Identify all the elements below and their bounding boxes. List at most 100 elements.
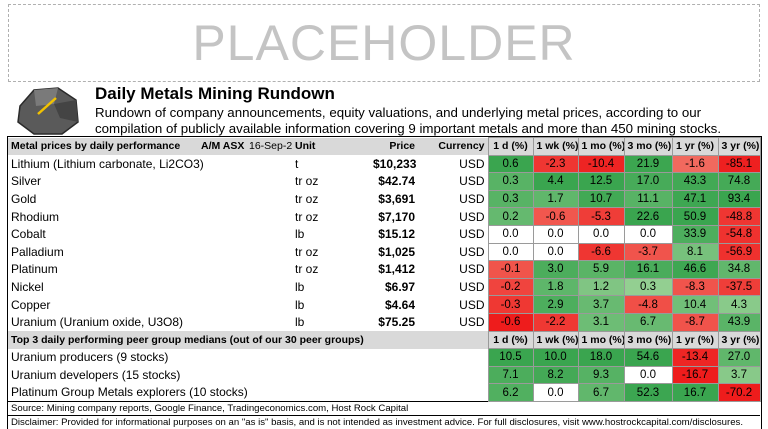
pct-change: 43.3	[671, 172, 719, 191]
pct-change: -5.3	[577, 207, 625, 226]
unit: tr oz	[295, 192, 319, 207]
unit: tr oz	[295, 209, 319, 224]
pct-change: 2.9	[532, 295, 579, 314]
column-header: 3 yr (%)	[717, 137, 761, 156]
pct-change: -2.2	[532, 312, 579, 332]
price: $10,233	[373, 156, 417, 171]
peer-group: Uranium producers (9 stocks)	[11, 350, 169, 365]
logo-icon	[17, 87, 79, 135]
column-header: 1 d (%)	[487, 137, 534, 156]
column-header: 1 mo (%)	[577, 330, 625, 350]
pct-change: 0.0	[623, 365, 673, 385]
table-row: Copper lb $4.64 USD -0.3 2.9 3.7 -4.8 10.4 4.3	[8, 295, 761, 314]
pct-change: -54.8	[717, 224, 761, 244]
price: $4.64	[384, 297, 415, 312]
pct-change: -0.1	[487, 260, 534, 279]
currency: USD	[459, 156, 485, 171]
placeholder: PLACEHOLDER	[8, 4, 760, 82]
pct-change: 5.9	[577, 260, 625, 279]
price: $15.12	[378, 227, 415, 242]
pct-change: 10.0	[532, 348, 579, 367]
unit: lb	[295, 297, 305, 312]
table-row: Palladium tr oz $1,025 USD 0.0 0.0 -6.6 -3.7 8.1…	[8, 242, 761, 262]
table-row: Uranium developers (15 stocks) 7.1 8.2 9.3 0…	[8, 365, 761, 385]
pct-change: 27.0	[717, 348, 761, 367]
description: Rundown of company announcements, equity…	[95, 105, 722, 136]
pct-change: 21.9	[623, 154, 673, 174]
column-header: 1 mo (%)	[577, 137, 625, 156]
pct-change: -0.6	[487, 312, 534, 332]
pct-change: -0.2	[487, 277, 534, 297]
pct-change: -13.4	[671, 348, 719, 367]
pct-change: 10.7	[577, 189, 625, 209]
pct-change: 11.1	[623, 189, 673, 209]
pct-change: 1.7	[532, 189, 579, 209]
source: Source: Mining company reports, Google F…	[8, 400, 760, 416]
unit: t	[295, 156, 299, 171]
pct-change: 7.1	[487, 365, 534, 385]
column-header: 16-Sep-2025	[246, 137, 292, 156]
pct-change: 8.1	[671, 242, 719, 262]
pct-change: -3.7	[623, 242, 673, 262]
pct-change: -16.7	[671, 365, 719, 385]
title: Daily Metals Mining Rundown	[95, 84, 335, 103]
table-row: Nickel lb $6.97 USD -0.2 1.8 1.2 0.3 -8.3 -37.5	[8, 277, 761, 297]
metal-name: Silver	[11, 174, 42, 189]
price: $1,412	[378, 262, 415, 277]
column-header: Price	[370, 137, 418, 156]
pct-change: 12.5	[577, 172, 625, 191]
table-row: Rhodium tr oz $7,170 USD 0.2 -0.6 -5.3 22.6 50.9…	[8, 207, 761, 226]
table-row: Silver tr oz $42.74 USD 0.3 4.4 12.5 17.0 43.3 74…	[8, 172, 761, 191]
pct-change: 47.1	[671, 189, 719, 209]
column-header: 3 mo (%)	[623, 330, 673, 350]
column-header: Top 3 daily performing peer group median…	[8, 331, 488, 349]
pct-change: 8.2	[532, 365, 579, 385]
pct-change: 0.3	[487, 172, 534, 191]
pct-change: -8.3	[671, 277, 719, 297]
pct-change: 1.8	[532, 277, 579, 297]
table-row: Source: Mining company reports, Google F…	[8, 400, 760, 416]
price: $42.74	[378, 174, 415, 189]
column-header: 1 yr (%)	[671, 137, 719, 156]
pct-change: 0.0	[532, 242, 579, 262]
pct-change: 0.0	[577, 224, 625, 244]
pct-change: 6.7	[623, 312, 673, 332]
column-header: 1 wk (%)	[532, 137, 579, 156]
pct-change: 0.6	[487, 154, 534, 174]
pct-change: 9.3	[577, 365, 625, 385]
pct-change: 10.5	[487, 348, 534, 367]
pct-change: 1.2	[577, 277, 625, 297]
pct-change: -70.2	[717, 383, 761, 402]
pct-change: 0.0	[532, 383, 579, 402]
pct-change: 3.7	[577, 295, 625, 314]
pct-change: 0.0	[487, 224, 534, 244]
price: $6.97	[384, 280, 415, 295]
pct-change: 0.2	[487, 207, 534, 226]
pct-change: 3.0	[532, 260, 579, 279]
disclaimer: Disclaimer: Provided for informational p…	[8, 414, 760, 429]
pct-change: 93.4	[717, 189, 761, 209]
pct-change: 43.9	[717, 312, 761, 332]
pct-change: -56.9	[717, 242, 761, 262]
pct-change: -0.6	[532, 207, 579, 226]
unit: tr oz	[295, 174, 319, 189]
pct-change: -37.5	[717, 277, 761, 297]
column-header: 1 wk (%)	[532, 330, 579, 350]
price: $7,170	[378, 209, 415, 224]
pct-change: 17.0	[623, 172, 673, 191]
column-header: A/M ASX	[198, 137, 246, 156]
metal-name: Gold	[11, 192, 37, 207]
metals-table: Metal prices by daily performance A/M ASX…	[7, 136, 762, 429]
pct-change: 74.8	[717, 172, 761, 191]
pct-change: 0.0	[623, 224, 673, 244]
pct-change: 6.7	[577, 383, 625, 402]
column-header: 3 yr (%)	[717, 330, 761, 350]
pct-change: 54.6	[623, 348, 673, 367]
pct-change: 50.9	[671, 207, 719, 226]
currency: USD	[459, 244, 485, 259]
price: $3,691	[378, 192, 415, 207]
currency: USD	[459, 192, 485, 207]
metal-name: Rhodium	[11, 209, 60, 224]
price: $75.25	[378, 315, 415, 330]
currency: USD	[459, 280, 485, 295]
